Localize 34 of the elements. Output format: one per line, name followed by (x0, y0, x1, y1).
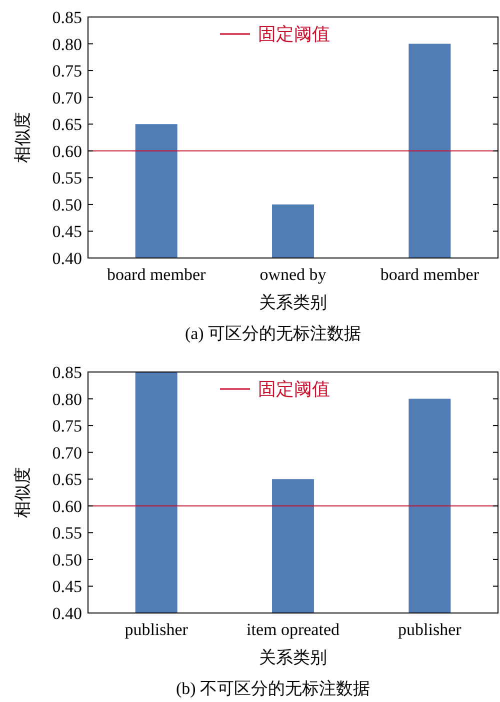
y-tick-label: 0.70 (52, 88, 82, 108)
y-tick-label: 0.80 (52, 34, 82, 54)
x-tick-label: publisher (124, 620, 188, 639)
y-tick-label: 0.70 (52, 443, 82, 462)
y-tick-label: 0.60 (52, 142, 82, 161)
y-tick-label: 0.75 (52, 62, 82, 81)
y-axis-title: 相似度 (13, 112, 32, 163)
legend-label: 固定阈值 (258, 24, 330, 44)
legend-label: 固定阈值 (258, 379, 330, 399)
x-axis-title: 关系类别 (259, 648, 327, 667)
x-axis-title: 关系类别 (259, 293, 327, 312)
y-tick-label: 0.50 (52, 550, 82, 570)
y-tick-label: 0.50 (52, 195, 82, 214)
y-tick-label: 0.55 (52, 524, 82, 543)
y-tick-label: 0.80 (52, 390, 82, 409)
y-tick-label: 0.65 (52, 470, 82, 490)
text: (b) 不可区分的无标注数据 (176, 679, 370, 698)
x-tick-label: item opreated (246, 620, 340, 639)
x-tick-label: publisher (398, 620, 462, 639)
text: (a) 可区分的无标注数据 (184, 324, 362, 343)
x-tick-label: board member (107, 265, 206, 284)
y-tick-label: 0.75 (52, 416, 82, 436)
y-tick-label: 0.60 (52, 496, 82, 516)
y-tick-label: 0.45 (52, 577, 82, 596)
y-tick-label: 0.55 (52, 168, 82, 188)
x-tick-label: owned by (260, 265, 327, 284)
y-axis-title: 相似度 (13, 467, 32, 518)
y-tick-label: 0.40 (52, 604, 82, 623)
y-tick-label: 0.45 (52, 222, 82, 242)
x-tick-label: board member (380, 265, 480, 284)
y-tick-label: 0.40 (52, 249, 82, 268)
y-tick-label: 0.85 (52, 363, 82, 382)
y-tick-label: 0.85 (52, 8, 82, 27)
y-tick-label: 0.65 (52, 115, 82, 134)
